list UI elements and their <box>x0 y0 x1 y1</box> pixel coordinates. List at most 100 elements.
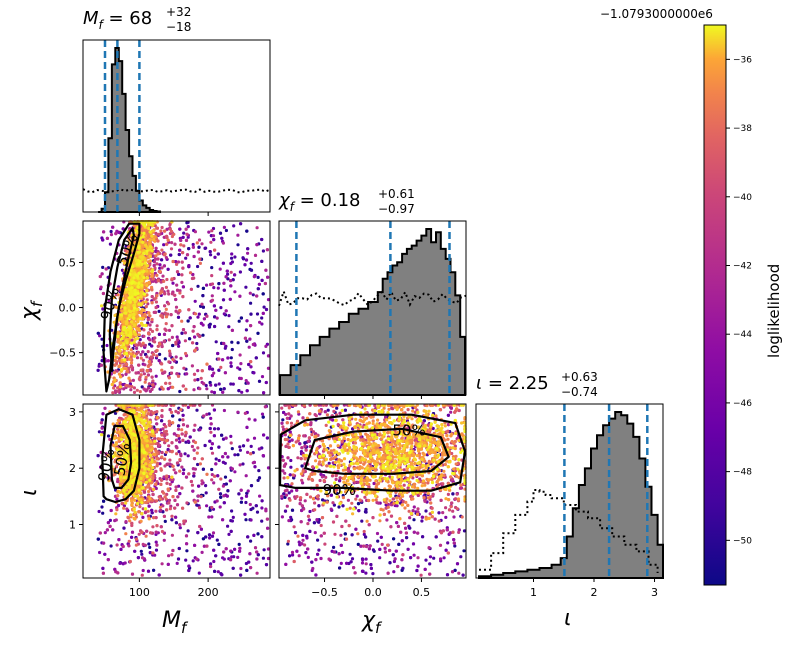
sample-point <box>167 419 171 423</box>
sample-point <box>132 330 136 334</box>
sample-point <box>200 369 204 373</box>
sample-point <box>251 506 255 510</box>
sample-point <box>121 544 125 549</box>
sample-point <box>123 306 127 310</box>
sample-point <box>265 436 269 440</box>
sample-point <box>193 312 198 316</box>
sample-point <box>255 550 259 554</box>
sample-point <box>202 317 206 321</box>
sample-point <box>184 558 188 562</box>
sample-point <box>204 491 208 495</box>
sample-point <box>239 566 243 571</box>
sample-point <box>150 295 154 299</box>
sample-point <box>124 311 128 315</box>
sample-point <box>176 374 181 378</box>
sample-point <box>221 390 225 394</box>
sample-point <box>124 383 128 388</box>
sample-point <box>247 417 251 421</box>
sample-point <box>230 555 234 559</box>
sample-point <box>162 538 166 542</box>
sample-point <box>136 296 140 300</box>
sample-point <box>253 418 257 422</box>
sample-point <box>200 302 204 306</box>
sample-point <box>162 264 166 268</box>
sample-point <box>122 387 126 391</box>
sample-point <box>160 414 164 418</box>
sample-point <box>225 494 229 498</box>
sample-point <box>247 560 251 564</box>
sample-point <box>261 292 265 296</box>
sample-point <box>132 312 136 317</box>
sample-point <box>121 501 125 505</box>
sample-point <box>162 279 166 283</box>
sample-point <box>177 272 181 276</box>
sample-point <box>190 444 194 449</box>
sample-point <box>176 427 181 431</box>
sample-point <box>214 383 218 387</box>
sample-point <box>251 293 255 297</box>
sample-point <box>99 363 103 367</box>
sample-point <box>163 327 167 331</box>
sample-point <box>175 446 179 450</box>
sample-point <box>134 333 138 337</box>
sample-point <box>248 502 252 507</box>
sample-point <box>185 549 189 553</box>
sample-point <box>140 552 144 556</box>
sample-point <box>136 556 140 560</box>
sample-point <box>100 418 104 422</box>
sample-point <box>108 242 112 246</box>
sample-point <box>266 354 271 358</box>
sample-point <box>160 450 164 455</box>
sample-point <box>175 461 180 465</box>
sample-point <box>155 543 159 547</box>
scatter-mf-chi <box>96 220 271 395</box>
sample-point <box>182 244 186 248</box>
sample-point <box>113 363 117 367</box>
sample-point <box>159 482 163 486</box>
sample-point <box>129 352 133 356</box>
sample-point <box>255 294 259 298</box>
sample-point <box>186 319 190 323</box>
sample-point <box>189 287 193 291</box>
sample-point <box>249 566 253 570</box>
sample-point <box>100 359 104 363</box>
sample-point <box>238 270 242 274</box>
sample-point <box>175 262 179 266</box>
sample-point <box>125 341 129 345</box>
sample-point <box>146 569 151 573</box>
sample-point <box>111 528 115 532</box>
sample-point <box>134 229 138 233</box>
sample-point <box>156 344 160 348</box>
sample-point <box>145 264 149 268</box>
sample-point <box>202 414 206 418</box>
sample-point <box>109 544 113 548</box>
sample-point <box>130 281 134 285</box>
sample-point <box>261 454 265 458</box>
sample-point <box>222 281 226 285</box>
sample-point <box>126 515 130 519</box>
sample-point <box>167 292 171 296</box>
sample-point <box>211 531 216 535</box>
sample-point <box>210 374 214 378</box>
sample-point <box>125 369 129 373</box>
sample-point <box>159 525 163 529</box>
sample-point <box>256 287 260 291</box>
sample-point <box>165 234 169 238</box>
sample-point <box>154 296 158 300</box>
sample-point <box>150 234 154 238</box>
sample-point <box>233 255 237 259</box>
sample-point <box>181 295 185 299</box>
sample-point <box>161 274 165 278</box>
sample-point <box>210 294 214 298</box>
sample-point <box>193 440 198 445</box>
sample-point <box>128 326 132 330</box>
sample-point <box>233 290 237 294</box>
sample-point <box>246 489 250 493</box>
sample-point <box>260 499 264 503</box>
sample-point <box>101 265 105 269</box>
sample-point <box>186 529 190 533</box>
sample-point <box>170 335 174 339</box>
sample-point <box>210 478 214 482</box>
sample-point <box>122 526 126 530</box>
sample-point <box>244 494 249 498</box>
